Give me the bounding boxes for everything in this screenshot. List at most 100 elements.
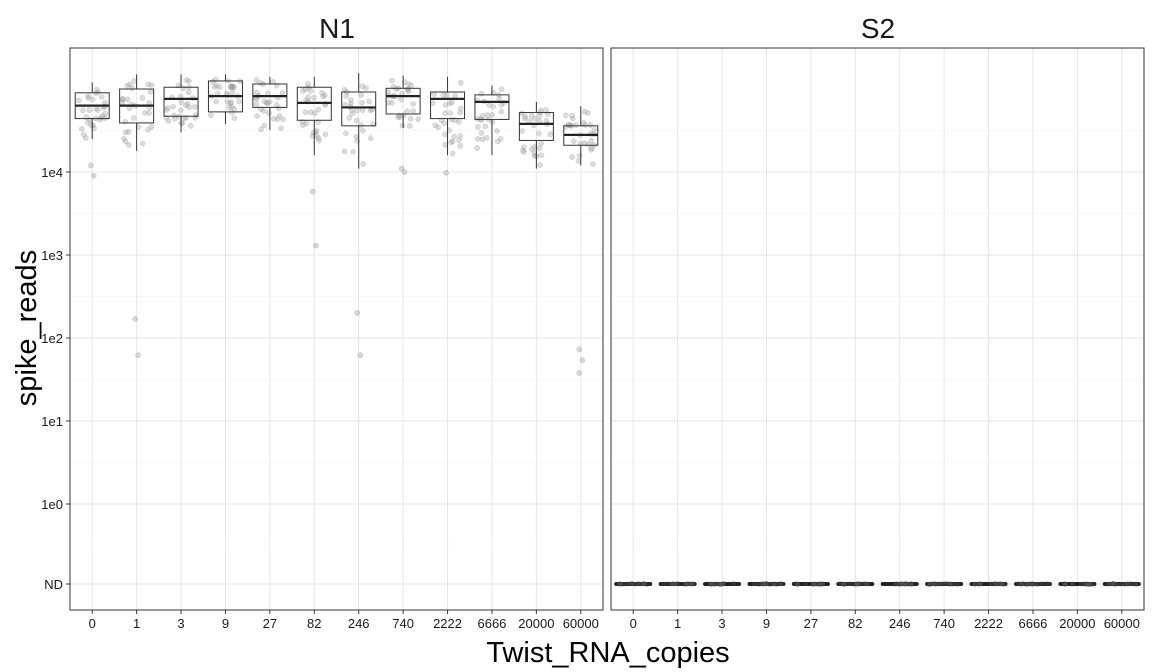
jitter-point bbox=[569, 112, 575, 119]
jitter-point bbox=[213, 83, 220, 89]
jitter-point bbox=[794, 581, 799, 586]
jitter-point bbox=[993, 581, 999, 587]
jitter-point bbox=[124, 96, 131, 103]
jitter-point bbox=[767, 582, 773, 588]
jitter-point bbox=[998, 581, 1004, 587]
jitter-point bbox=[446, 127, 453, 134]
jitter-point bbox=[933, 582, 938, 587]
jitter-point bbox=[192, 103, 198, 110]
jitter-point bbox=[865, 581, 870, 587]
jitter-point bbox=[310, 129, 317, 136]
jitter-point bbox=[146, 110, 152, 116]
jitter-point bbox=[84, 119, 91, 126]
jitter-point bbox=[1105, 582, 1111, 587]
jitter-point bbox=[214, 90, 221, 97]
x-tick-label: 246 bbox=[348, 616, 370, 631]
jitter-point bbox=[122, 129, 129, 136]
box-6666 bbox=[474, 94, 510, 120]
jitter-point bbox=[209, 78, 216, 85]
box-20000 bbox=[518, 112, 554, 141]
jitter-point bbox=[253, 101, 260, 108]
x-tick-label: 0 bbox=[630, 616, 637, 631]
jitter-point bbox=[580, 119, 587, 126]
jitter-point bbox=[908, 581, 914, 586]
jitter-point bbox=[236, 98, 243, 105]
x-tick-label: 740 bbox=[392, 616, 414, 631]
jitter-point bbox=[689, 581, 695, 587]
jitter-point bbox=[367, 135, 374, 142]
jitter-point bbox=[863, 581, 869, 587]
jitter-point bbox=[536, 145, 543, 152]
y-tick-label: ND bbox=[44, 577, 63, 592]
jitter-point bbox=[145, 81, 152, 88]
jitter-point bbox=[89, 96, 96, 103]
jitter-point bbox=[141, 109, 148, 116]
jitter-point bbox=[456, 119, 462, 125]
jitter-point bbox=[363, 85, 369, 91]
jitter-point bbox=[538, 152, 545, 159]
jitter-point bbox=[1112, 582, 1118, 588]
jitter-point bbox=[771, 581, 777, 587]
jitter-point bbox=[537, 162, 543, 168]
panel-title-s2: S2 bbox=[861, 13, 895, 44]
jitter-point bbox=[494, 138, 501, 145]
jitter-point bbox=[353, 133, 360, 140]
jitter-point bbox=[226, 104, 232, 111]
jitter-point bbox=[536, 130, 542, 137]
jitter-point bbox=[521, 149, 527, 155]
jitter-point bbox=[761, 581, 767, 587]
jitter-point bbox=[632, 581, 638, 587]
jitter-point bbox=[75, 97, 82, 104]
jitter-point bbox=[350, 148, 356, 155]
jitter-point bbox=[816, 582, 821, 587]
jitter-point bbox=[935, 581, 941, 587]
jitter-point bbox=[667, 581, 672, 587]
jitter-point bbox=[441, 131, 448, 138]
jitter-point bbox=[165, 118, 172, 124]
jitter-point bbox=[575, 158, 582, 164]
jitter-point bbox=[184, 100, 191, 107]
x-tick-label: 60000 bbox=[563, 616, 599, 631]
panel-border bbox=[69, 47, 604, 611]
jitter-point bbox=[529, 146, 535, 152]
jitter-point bbox=[997, 580, 1003, 586]
jitter-point bbox=[127, 81, 133, 88]
jitter-point bbox=[587, 122, 594, 128]
jitter-point bbox=[211, 83, 218, 90]
jitter-point bbox=[302, 109, 309, 116]
jitter-point bbox=[571, 138, 577, 144]
jitter-point bbox=[398, 96, 405, 103]
jitter-point bbox=[1023, 582, 1029, 588]
jitter-point bbox=[707, 582, 713, 587]
x-tick-label: 60000 bbox=[1104, 616, 1140, 631]
outlier-point bbox=[576, 346, 583, 353]
jitter-point bbox=[405, 86, 412, 92]
jitter-point bbox=[479, 136, 486, 143]
jitter-point bbox=[490, 103, 496, 110]
box-3 bbox=[163, 86, 199, 117]
y-axis-ticks: ND 1e0 1e1 1e2 1e3 1e4 bbox=[41, 165, 70, 592]
jitter-point bbox=[125, 142, 132, 148]
jitter-point bbox=[171, 112, 178, 119]
jitter-point bbox=[852, 582, 858, 588]
jitter-point bbox=[682, 582, 688, 587]
jitter-point bbox=[582, 122, 588, 128]
outlier-point bbox=[312, 242, 319, 249]
jitter-point bbox=[857, 582, 862, 587]
jitter-point bbox=[478, 130, 485, 136]
jitter-point bbox=[903, 580, 909, 586]
x-axis-ticks: 0 1 3 9 27 82 246 740 2222 6666 20000 60000 bbox=[630, 610, 1140, 631]
jitter-point bbox=[313, 132, 320, 139]
jitter-point bbox=[1133, 581, 1139, 587]
jitter-point bbox=[993, 581, 999, 587]
jitter-point bbox=[229, 84, 236, 90]
x-tick-label: 9 bbox=[763, 616, 770, 631]
jitter-point bbox=[80, 107, 86, 114]
box-2222 bbox=[430, 91, 466, 120]
jitter-point bbox=[641, 581, 646, 587]
jitter-point bbox=[498, 108, 505, 115]
jitter-point bbox=[562, 112, 569, 119]
jitter-point bbox=[305, 80, 311, 87]
jitter-point bbox=[183, 102, 189, 109]
